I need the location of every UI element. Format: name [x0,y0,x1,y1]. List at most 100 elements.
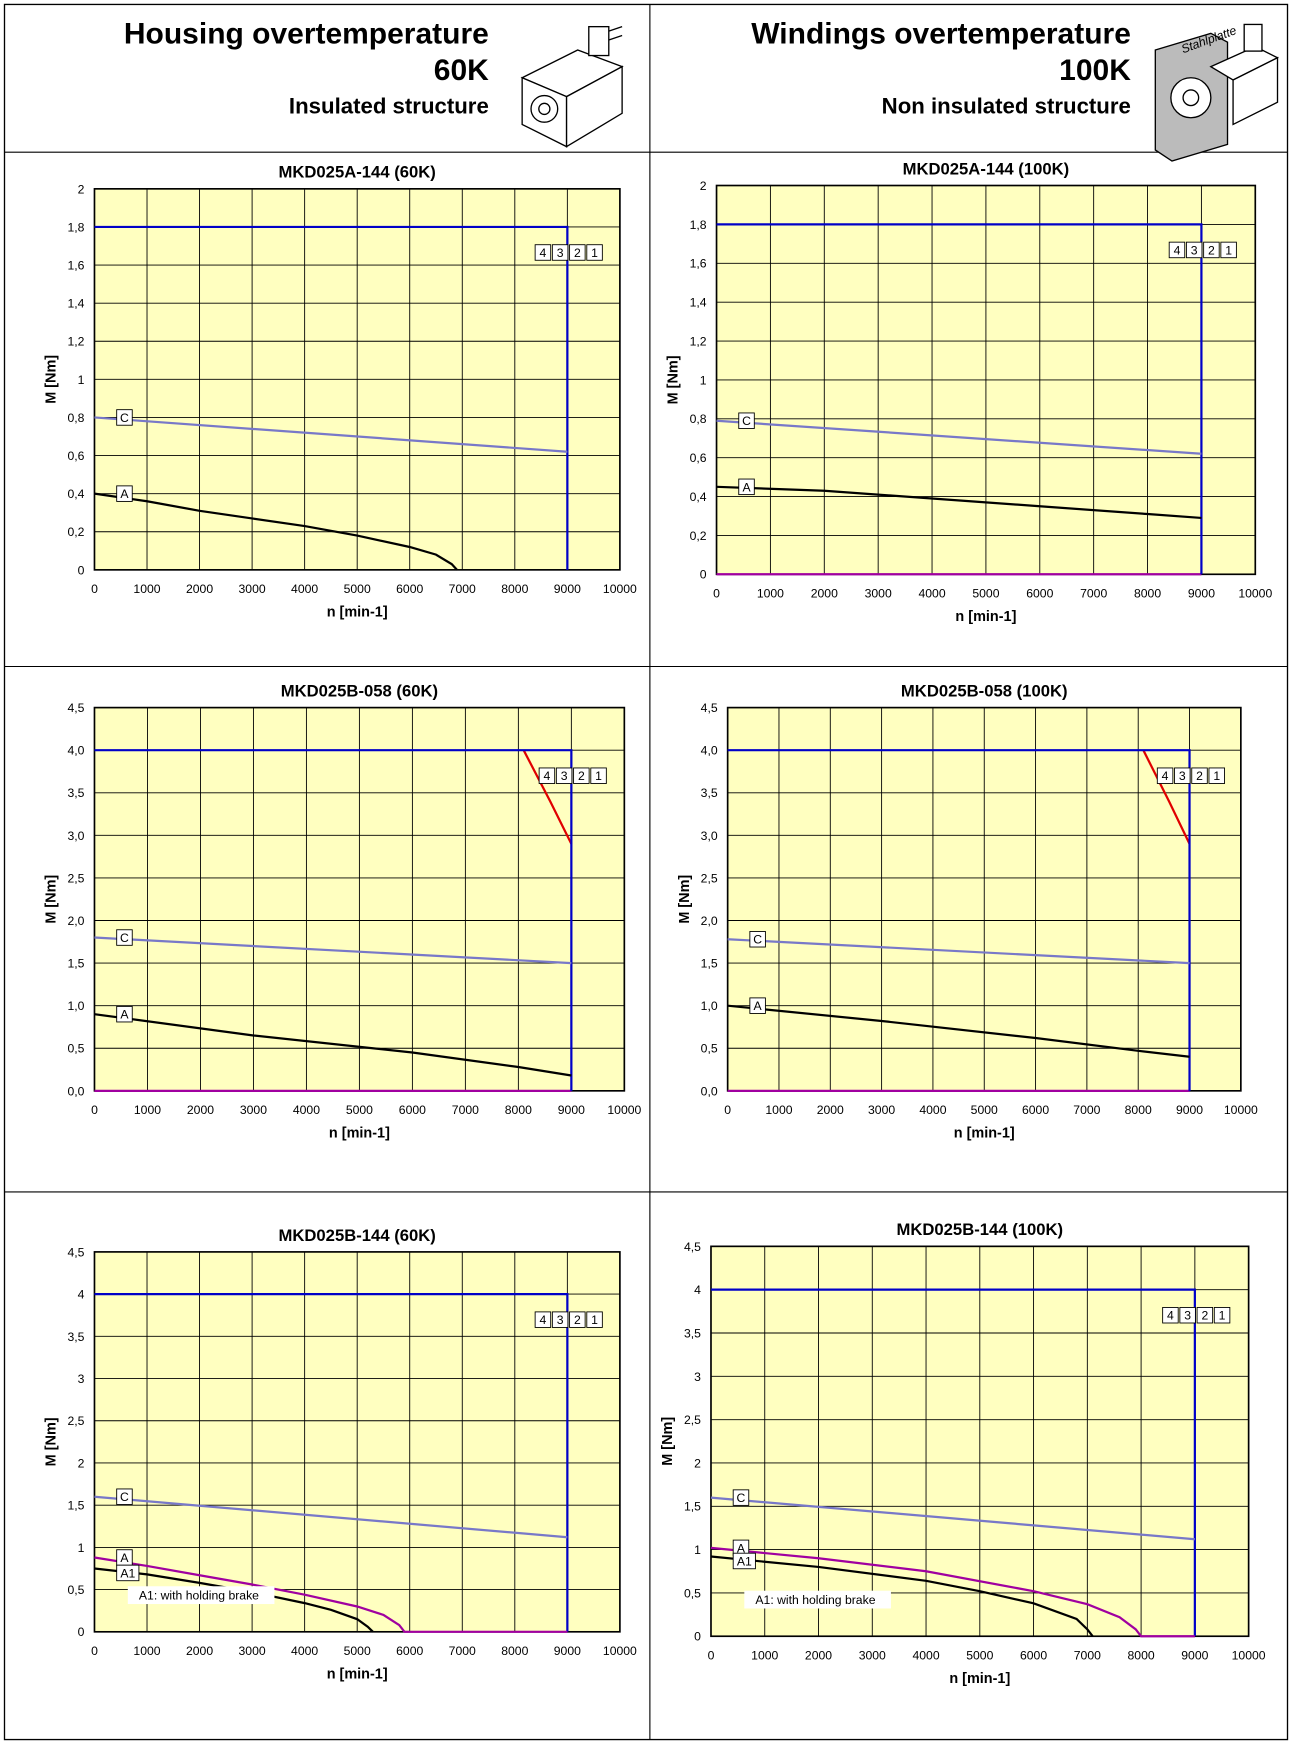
x-tick-label: 1000 [757,587,784,601]
y-tick-label: 2 [78,1456,85,1470]
chart: 0 1000 2000 3000 4000 5000 6000 7000 8000 9000 100… [666,159,1273,625]
y-tick-label: 1,0 [68,999,85,1013]
x-axis-label: n [min-1] [327,605,388,621]
y-tick-label: 0,4 [690,490,707,504]
x-tick-label: 9000 [554,1644,581,1658]
y-tick-label: 4,0 [701,744,718,758]
legend-box [555,767,573,784]
y-tick-label: 1,4 [68,297,85,311]
x-tick-label: 10000 [1224,1103,1258,1117]
x-tick-label: 6000 [1022,1103,1049,1117]
curve-label: A [742,480,751,494]
x-tick-label: 6000 [396,582,423,596]
limit-curve [94,1293,569,1632]
chart-title: MKD025B-058 (60K) [281,681,438,700]
y-tick-label: 2 [78,182,85,196]
motor-icon [520,25,624,148]
curve-label: C [737,1491,746,1505]
x-tick-label: 7000 [1074,1649,1101,1663]
y-tick-label: 0,0 [701,1084,718,1098]
chart: 0 1000 2000 3000 4000 5000 6000 7000 8000 9000 100… [660,1220,1266,1687]
x-axis-label: n [min-1] [949,1671,1010,1687]
x-tick-label: 0 [91,1103,98,1117]
y-tick-label: 4,5 [684,1240,701,1254]
legend-label: 4 [540,1313,547,1327]
legend-label: 2 [574,1313,581,1327]
curve-label-box [116,409,133,426]
header-title: Housing overtemperature [124,17,489,50]
legend-box [569,244,586,261]
x-tick-label: 3000 [865,587,892,601]
x-tick-label: 8000 [501,1644,528,1658]
x-tick-label: 4000 [291,582,318,596]
limit-curve [727,749,1191,1091]
x-tick-label: 10000 [1232,1649,1266,1663]
x-tick-label: 10000 [603,582,637,596]
y-tick-label: 2,0 [68,914,85,928]
y-tick-label: 1,8 [690,218,707,232]
legend-label: 3 [1191,243,1198,257]
y-tick-label: 0,5 [68,1583,85,1597]
annotation: A1: with holding brake [139,1589,259,1603]
x-tick-label: 1000 [133,1644,160,1658]
x-tick-label: 9000 [1176,1103,1203,1117]
x-tick-label: 9000 [1181,1649,1208,1663]
curve-label: C [742,414,751,428]
curve-label: C [120,411,129,425]
y-tick-label: 0,6 [690,451,707,465]
legend-label: 1 [1213,769,1220,783]
y-tick-label: 0,2 [68,525,85,539]
legend-box [573,767,590,784]
x-tick-label: 8000 [501,582,528,596]
curve-label-box [732,1552,756,1570]
x-tick-label: 10000 [607,1103,641,1117]
y-tick-label: 4,0 [68,744,85,758]
legend-box [1191,767,1208,784]
x-tick-label: 1000 [133,582,160,596]
chart: 0 1000 2000 3000 4000 5000 6000 7000 8000 9000 100… [44,163,637,621]
limit-curve [1142,749,1191,845]
x-tick-label: 4000 [291,1644,318,1658]
legend-label: 1 [1219,1309,1226,1323]
x-tick-label: 3000 [859,1649,886,1663]
torque-curve [727,1004,1190,1058]
legend-box [551,1311,569,1328]
legend-label: 4 [540,246,547,260]
x-tick-label: 7000 [1080,587,1107,601]
torque-curve [710,1546,1195,1638]
y-tick-label: 4 [694,1283,701,1297]
legend-label: 1 [595,769,602,783]
legend-label: 2 [578,769,585,783]
y-tick-label: 1,0 [701,999,718,1013]
legend-box [1162,1307,1179,1324]
curve-label-box [116,1564,140,1582]
y-tick-label: 1 [694,1543,701,1557]
x-tick-label: 5000 [972,587,999,601]
legend-label: 2 [574,246,581,260]
legend-label: 3 [1179,769,1186,783]
legend-box [1156,767,1174,784]
x-tick-label: 2000 [186,582,213,596]
torque-curve [94,1495,568,1539]
curve-label: A [737,1541,746,1555]
y-tick-label: 0,6 [68,449,85,463]
x-axis-label: n [min-1] [955,609,1016,625]
y-tick-label: 1 [78,1541,85,1555]
x-tick-label: 1000 [751,1649,778,1663]
x-tick-label: 2000 [811,587,838,601]
y-tick-label: 0,8 [68,411,85,425]
plot-border [93,1251,621,1633]
legend-label: 4 [1174,243,1181,257]
header-structure: Non insulated structure [882,93,1131,118]
y-tick-label: 1,6 [68,258,85,272]
x-tick-label: 7000 [1073,1103,1100,1117]
y-tick-label: 2,5 [68,1414,85,1428]
torque-curve [94,1556,568,1633]
curve-label-box [749,997,766,1014]
x-tick-label: 9000 [554,582,581,596]
x-tick-label: 2000 [186,1644,213,1658]
y-tick-label: 3 [694,1370,701,1384]
curve-label-box [116,1488,133,1505]
limit-curve [94,225,569,570]
